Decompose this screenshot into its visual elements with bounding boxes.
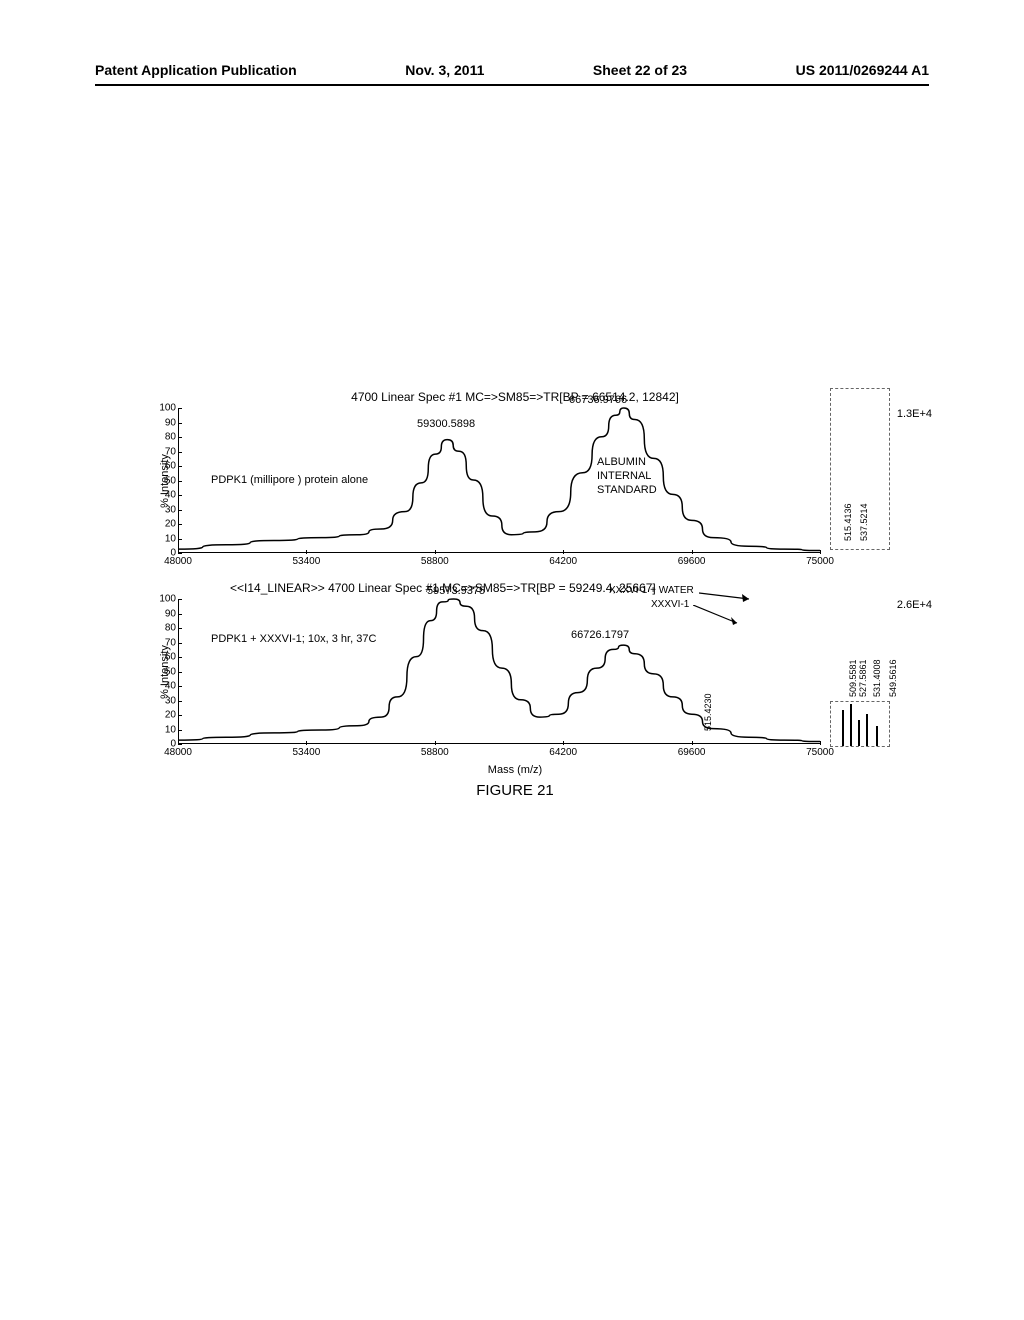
sample-label-top: PDPK1 (millipore ) protein alone <box>211 474 368 486</box>
x-tick-label: 53400 <box>292 556 320 567</box>
x-tick-label: 64200 <box>549 556 577 567</box>
y-tick-label: 10 <box>165 533 176 544</box>
inset-top-label-2: 537.5214 <box>859 503 869 541</box>
y-tick-label: 90 <box>165 417 176 428</box>
y-tick-label: 50 <box>165 666 176 677</box>
y-tick-label: 40 <box>165 490 176 501</box>
inset-bottom-label-2: 527.5861 <box>858 659 868 697</box>
x-tick-label: 69600 <box>678 747 706 758</box>
x-tick-label: 64200 <box>549 747 577 758</box>
x-axis-label: Mass (m/z) <box>130 764 900 776</box>
inset-bottom-label-1: 509.5581 <box>848 659 858 697</box>
figure-label: FIGURE 21 <box>130 782 900 799</box>
right-scale-bottom: 2.6E+4 <box>897 599 932 611</box>
albumin-label-2: INTERNAL <box>597 470 651 482</box>
y-tick-label: 40 <box>165 681 176 692</box>
y-ticks-bottom: 0102030405060708090100 <box>150 599 178 744</box>
albumin-label-1: ALBUMIN <box>597 456 646 468</box>
peak1-label-top: 59300.5898 <box>417 418 475 430</box>
inset-bottom-label-3: 515.4230 <box>703 693 713 731</box>
chart-bottom-title: <<I14_LINEAR>> 4700 Linear Spec #1 MC=>S… <box>130 581 900 595</box>
page-header: Patent Application Publication Nov. 3, 2… <box>0 62 1024 78</box>
x-ticks-top: 480005340058800642006960075000 <box>178 553 820 571</box>
header-sheet: Sheet 22 of 23 <box>593 62 687 78</box>
right-scale-top: 1.3E+4 <box>897 408 932 420</box>
y-tick-label: 20 <box>165 710 176 721</box>
chart-top-title: 4700 Linear Spec #1 MC=>SM85=>TR[BP = 66… <box>130 390 900 404</box>
y-tick-label: 50 <box>165 475 176 486</box>
header-left: Patent Application Publication <box>95 62 297 78</box>
x-ticks-bottom: 480005340058800642006960075000 <box>178 744 820 762</box>
peak2-label-bottom: 66726.1797 <box>571 629 629 641</box>
x-tick-label: 58800 <box>421 747 449 758</box>
adduct-label-2: XXXVI-1 <box>651 599 689 610</box>
peak2-label-top: 66736.9766 <box>569 394 627 406</box>
y-tick-label: 60 <box>165 461 176 472</box>
x-tick-label: 69600 <box>678 556 706 567</box>
arrow-2 <box>699 589 755 603</box>
y-tick-label: 90 <box>165 608 176 619</box>
y-tick-label: 20 <box>165 519 176 530</box>
y-tick-label: 70 <box>165 637 176 648</box>
y-tick-label: 10 <box>165 724 176 735</box>
y-tick-label: 30 <box>165 504 176 515</box>
chart-top-plot: % Intensity 0102030405060708090100 PDPK1… <box>178 408 820 553</box>
y-tick-label: 30 <box>165 695 176 706</box>
figure-21: 4700 Linear Spec #1 MC=>SM85=>TR[BP = 66… <box>130 390 900 799</box>
plot-area-bottom: PDPK1 + XXXVI-1; 10x, 3 hr, 37C 59573.93… <box>178 599 820 744</box>
y-tick-label: 100 <box>159 403 176 414</box>
y-ticks-top: 0102030405060708090100 <box>150 408 178 553</box>
adduct-label-1: XXXVI-1 + WATER <box>609 585 694 596</box>
plot-area-top: PDPK1 (millipore ) protein alone 59300.5… <box>178 408 820 553</box>
inset-bottom <box>830 701 890 747</box>
y-tick-label: 70 <box>165 446 176 457</box>
sample-label-bottom: PDPK1 + XXXVI-1; 10x, 3 hr, 37C <box>211 633 376 645</box>
header-divider <box>95 84 929 86</box>
y-tick-label: 100 <box>159 594 176 605</box>
inset-bottom-label-4: 531.4008 <box>872 659 882 697</box>
inset-bottom-peaks <box>831 702 889 746</box>
inset-top-label-1: 515.4136 <box>843 503 853 541</box>
x-tick-label: 48000 <box>164 556 192 567</box>
x-tick-label: 75000 <box>806 747 834 758</box>
x-tick-label: 58800 <box>421 556 449 567</box>
y-tick-label: 60 <box>165 652 176 663</box>
header-pubnum: US 2011/0269244 A1 <box>796 62 929 78</box>
arrow-1 <box>693 605 743 629</box>
y-tick-label: 80 <box>165 623 176 634</box>
chart-bottom-plot: % Intensity 0102030405060708090100 PDPK1… <box>178 599 820 744</box>
chart-bottom: <<I14_LINEAR>> 4700 Linear Spec #1 MC=>S… <box>130 581 900 744</box>
inset-bottom-label-5: 549.5616 <box>888 659 898 697</box>
peak1-label-bottom: 59573.9375 <box>427 585 485 597</box>
x-tick-label: 53400 <box>292 747 320 758</box>
y-tick-label: 80 <box>165 432 176 443</box>
header-date: Nov. 3, 2011 <box>405 62 484 78</box>
albumin-label-3: STANDARD <box>597 484 657 496</box>
x-tick-label: 48000 <box>164 747 192 758</box>
inset-top: 515.4136 537.5214 <box>830 388 890 550</box>
chart-top: 4700 Linear Spec #1 MC=>SM85=>TR[BP = 66… <box>130 390 900 553</box>
x-tick-label: 75000 <box>806 556 834 567</box>
